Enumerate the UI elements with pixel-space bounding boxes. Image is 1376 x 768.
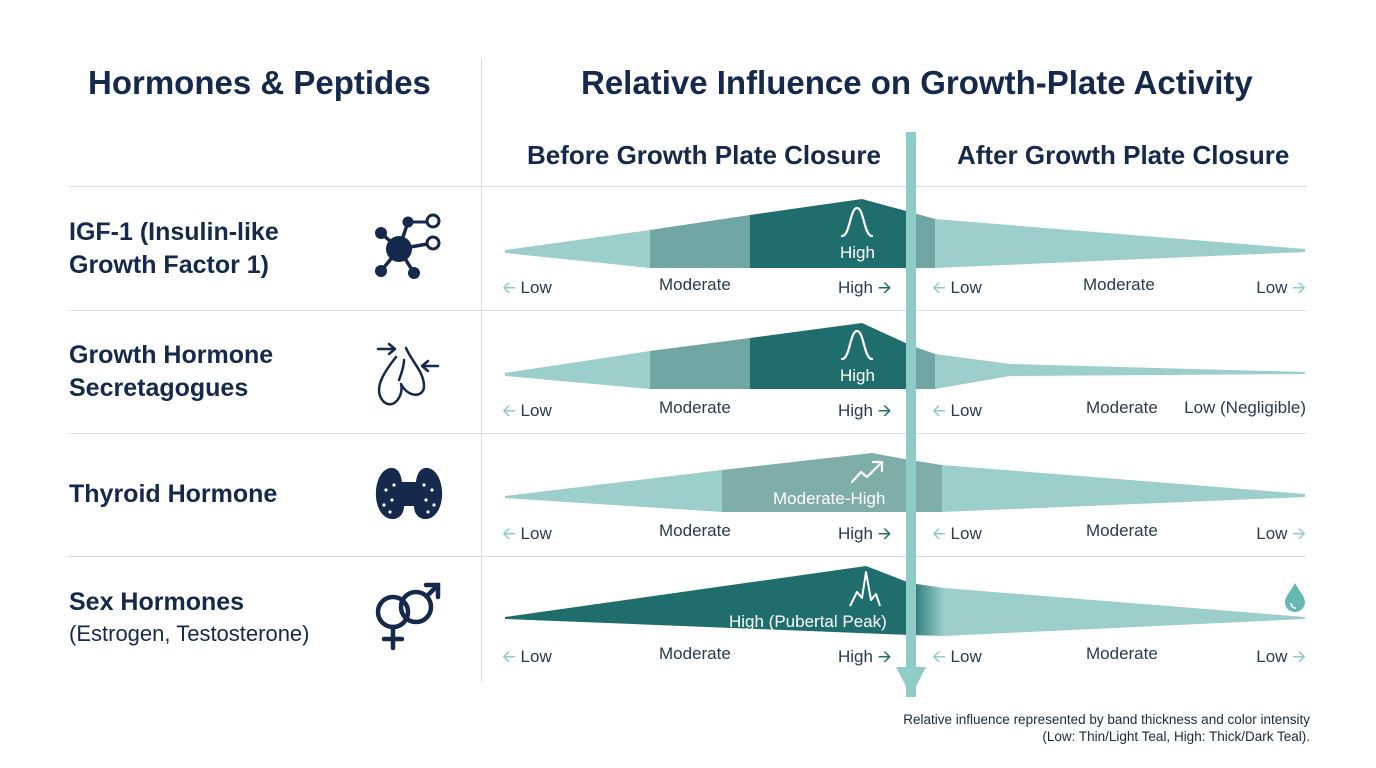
before-closure-label: Before Growth Plate Closure bbox=[527, 140, 881, 170]
molecule-icon bbox=[375, 213, 441, 279]
tick-label: Low bbox=[950, 524, 982, 543]
tick-before-low: 🡨 Low bbox=[502, 647, 552, 666]
tick-label: Low bbox=[1256, 647, 1288, 666]
footnote-line1: Relative influence represented by band t… bbox=[903, 712, 1310, 727]
right-column-title: Relative Influence on Growth-Plate Activ… bbox=[581, 64, 1253, 101]
closure-marker-arrowhead bbox=[896, 667, 926, 696]
row-name-gh-secretagogues: Growth Hormone Secretagogues bbox=[69, 339, 273, 405]
tick-after-moderate: Moderate bbox=[1086, 521, 1158, 540]
tick-after-moderate: Moderate bbox=[1083, 275, 1155, 294]
row-name-line2: Secretagogues bbox=[69, 374, 249, 402]
footnote-line2: (Low: Thin/Light Teal, High: Thick/Dark … bbox=[1042, 729, 1310, 744]
tick-after-low: 🡨 Low bbox=[932, 524, 982, 543]
tick-label: Low bbox=[950, 278, 982, 297]
bell-curve-icon bbox=[840, 329, 874, 361]
band-label: High bbox=[840, 243, 875, 262]
pituitary-icon bbox=[376, 342, 440, 406]
footnote: Relative influence represented by band t… bbox=[903, 711, 1310, 745]
tick-after-low: 🡨 Low bbox=[932, 647, 982, 666]
trend-up-icon bbox=[850, 460, 884, 484]
tick-before-moderate: Moderate bbox=[659, 644, 731, 663]
tick-label: High bbox=[838, 647, 873, 666]
tick-after-low: 🡨 Low bbox=[932, 278, 982, 297]
drop-icon bbox=[1285, 583, 1305, 612]
column-divider bbox=[481, 58, 482, 682]
row-divider bbox=[69, 433, 1306, 434]
tick-label: Low bbox=[1256, 524, 1288, 543]
thyroid-icon bbox=[375, 467, 443, 520]
tick-after-end: Low 🡪 bbox=[1256, 524, 1306, 543]
tick-after-end: Low (Negligible) bbox=[1184, 398, 1306, 417]
bell-curve-icon bbox=[840, 206, 874, 238]
tick-after-low: 🡨 Low bbox=[932, 401, 982, 420]
tick-label: Low bbox=[1256, 278, 1288, 297]
row-name-line1: IGF-1 (Insulin-like bbox=[69, 218, 279, 246]
tick-before-moderate: Moderate bbox=[659, 398, 731, 417]
row-name-line1: Growth Hormone bbox=[69, 341, 274, 369]
row-divider bbox=[69, 556, 1306, 557]
band-gh-secretagogues bbox=[505, 323, 1305, 389]
tick-label: Low bbox=[520, 647, 552, 666]
tick-after-moderate: Moderate bbox=[1086, 644, 1158, 663]
tick-label: Low bbox=[520, 401, 552, 420]
row-name-line1: Thyroid Hormone bbox=[69, 480, 278, 508]
band-label: High bbox=[840, 366, 875, 385]
tick-before-low: 🡨 Low bbox=[502, 278, 552, 297]
tick-before-low: 🡨 Low bbox=[502, 401, 552, 420]
tick-after-end: Low 🡪 bbox=[1256, 647, 1306, 666]
tick-before-moderate: Moderate bbox=[659, 275, 731, 294]
row-name-line2: Growth Factor 1) bbox=[69, 251, 270, 279]
tick-label: High bbox=[838, 524, 873, 543]
band-thyroid bbox=[505, 453, 1305, 512]
tick-label: High bbox=[838, 401, 873, 420]
tick-label: Low bbox=[520, 524, 552, 543]
row-name-igf1: IGF-1 (Insulin-like Growth Factor 1) bbox=[69, 216, 279, 282]
peak-icon bbox=[849, 571, 881, 607]
tick-label: Low bbox=[520, 278, 552, 297]
row-name-sex-hormones: Sex Hormones bbox=[69, 588, 245, 616]
after-closure-label: After Growth Plate Closure bbox=[957, 140, 1290, 170]
tick-before-high: High 🡪 bbox=[838, 647, 892, 666]
gender-symbols-icon bbox=[375, 582, 441, 651]
row-divider bbox=[69, 186, 1306, 187]
tick-before-high: High 🡪 bbox=[838, 401, 892, 420]
tick-after-moderate: Moderate bbox=[1086, 398, 1158, 417]
tick-after-end: Low 🡪 bbox=[1256, 278, 1306, 297]
band-sex-hormones bbox=[505, 566, 1305, 636]
row-subname-sex-hormones: (Estrogen, Testosterone) bbox=[69, 621, 310, 646]
tick-label: High bbox=[838, 278, 873, 297]
tick-before-high: High 🡪 bbox=[838, 278, 892, 297]
left-column-title: Hormones & Peptides bbox=[88, 64, 431, 101]
tick-before-moderate: Moderate bbox=[659, 521, 731, 540]
row-name-thyroid: Thyroid Hormone bbox=[69, 478, 277, 511]
band-label: Moderate-High bbox=[773, 489, 886, 508]
band-igf1 bbox=[505, 199, 1305, 268]
tick-label: Low bbox=[950, 647, 982, 666]
tick-label: Low bbox=[950, 401, 982, 420]
tick-before-low: 🡨 Low bbox=[502, 524, 552, 543]
row-divider bbox=[69, 310, 1306, 311]
closure-marker-line bbox=[906, 132, 916, 697]
tick-before-high: High 🡪 bbox=[838, 524, 892, 543]
band-label: High (Pubertal Peak) bbox=[729, 612, 887, 631]
